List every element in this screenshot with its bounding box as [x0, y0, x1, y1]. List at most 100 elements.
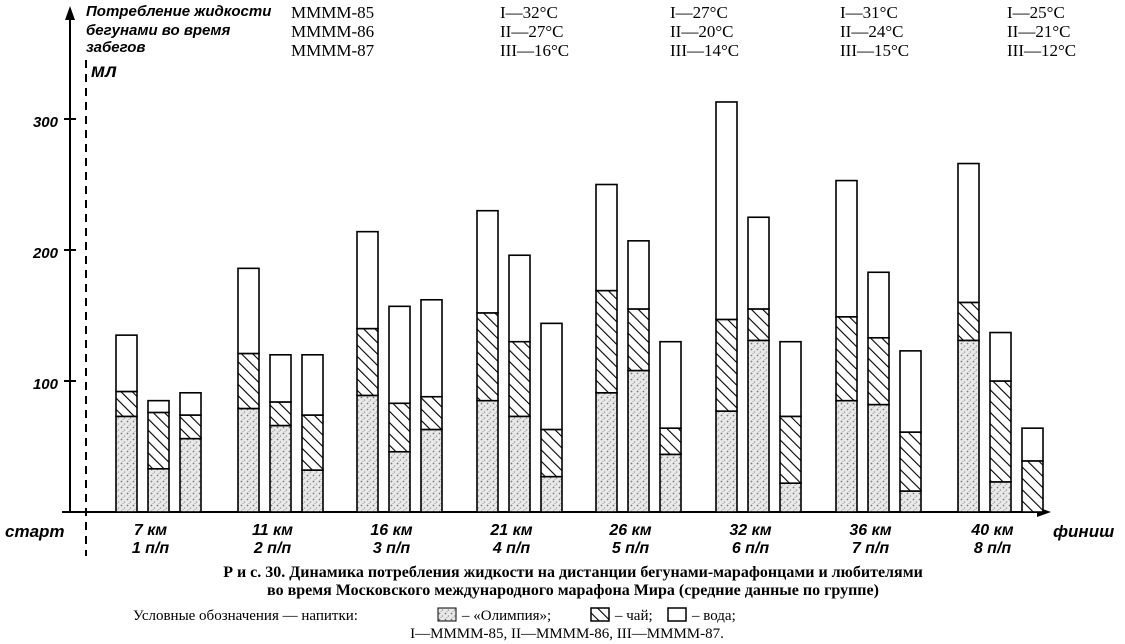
- bar-segment-olympia-point-7-race-3: [899, 490, 922, 513]
- bar-segment-tea-point-7-race-2: [867, 336, 890, 406]
- y-axis-arrow: [65, 6, 75, 20]
- bar-segment-tea-point-7-race-1: [835, 316, 858, 402]
- bar-segment-tea-point-1-race-1: [115, 390, 138, 418]
- bar-segment-tea-point-5-race-2: [627, 308, 650, 372]
- bar-segment-olympia-point-5-race-2: [627, 369, 650, 513]
- y-tick-label-200: 200: [32, 245, 59, 262]
- bar-segment-water-point-1-race-2: [147, 399, 170, 414]
- bar-segment-tea-point-2-race-1: [237, 352, 260, 410]
- temperature-label: II—20°C: [670, 22, 733, 41]
- bar-segment-olympia-point-4-race-1: [476, 399, 499, 513]
- bar-segment-tea-point-1-race-3: [179, 414, 202, 440]
- bar-segment-tea-point-8-race-1: [957, 301, 980, 342]
- y-axis-unit: мл: [91, 61, 117, 82]
- bar-segment-water-point-2-race-3: [301, 353, 324, 416]
- temperature-label: III—16°C: [500, 41, 569, 60]
- legend-olympia-label: – «Олимпия»;: [461, 608, 551, 624]
- bar-segment-water-point-8-race-2: [989, 331, 1012, 382]
- legend-prefix: Условные обозначения — напитки:: [133, 608, 358, 624]
- bar-segment-olympia-point-7-race-2: [867, 403, 890, 513]
- race-name-87: ММММ-87: [291, 41, 375, 60]
- category-point-label: 5 п/п: [612, 540, 650, 557]
- bar-segment-olympia-point-6-race-3: [779, 482, 802, 513]
- legend-swatch-water: [667, 607, 687, 622]
- bar-segment-tea-point-4-race-2: [508, 340, 531, 418]
- category-km-label: 32 км: [729, 522, 771, 539]
- bar-segment-olympia-point-1-race-3: [179, 437, 202, 513]
- bar-segment-tea-point-6-race-2: [747, 308, 770, 342]
- bar-segment-water-point-6-race-3: [779, 340, 802, 418]
- bar-segment-tea-point-2-race-3: [301, 414, 324, 471]
- bar-segment-tea-point-8-race-2: [989, 380, 1012, 483]
- bar-segment-water-point-5-race-3: [659, 340, 682, 429]
- bar-segment-olympia-point-3-race-3: [420, 428, 443, 513]
- race-name-85: ММММ-85: [291, 3, 374, 22]
- finish-label: финиш: [1053, 522, 1114, 541]
- bar-segment-water-point-4-race-2: [508, 254, 531, 343]
- category-point-label: 1 п/п: [132, 540, 170, 557]
- temperature-label: III—15°C: [840, 41, 909, 60]
- race-name-86: ММММ-86: [291, 22, 374, 41]
- temperature-label: I—25°C: [1007, 3, 1065, 22]
- bar-segment-water-point-6-race-2: [747, 216, 770, 310]
- bar-segment-olympia-point-8-race-2: [989, 481, 1012, 513]
- temperature-label: II—21°C: [1007, 22, 1070, 41]
- category-point-label: 3 п/п: [373, 540, 411, 557]
- bar-segment-water-point-8-race-3: [1021, 427, 1044, 462]
- figure-caption-line-2: во время Московского международного мара…: [267, 582, 879, 599]
- bar-segment-water-point-8-race-1: [957, 162, 980, 304]
- legend-swatch-olympia: [437, 607, 457, 622]
- temperature-label: I—31°C: [840, 3, 898, 22]
- category-point-label: 2 п/п: [253, 540, 292, 557]
- category-point-label: 4 п/п: [492, 540, 531, 557]
- bar-segment-olympia-point-3-race-2: [388, 450, 411, 513]
- legend-tea-label: – чай;: [614, 608, 653, 624]
- bar-segment-water-point-7-race-3: [899, 350, 922, 433]
- category-km-label: 36 км: [849, 522, 891, 539]
- legend-races-line: I—ММММ-85, II—ММММ-86, III—ММММ-87.: [410, 626, 724, 642]
- category-km-label: 16 км: [370, 522, 412, 539]
- temperature-label: III—12°C: [1007, 41, 1076, 60]
- bar-segment-water-point-5-race-1: [595, 183, 618, 292]
- temperature-label: II—27°C: [500, 22, 563, 41]
- bar-segment-tea-point-2-race-2: [269, 401, 292, 427]
- bar-segment-water-point-3-race-3: [420, 298, 443, 398]
- bar-segment-olympia-point-1-race-2: [147, 467, 170, 513]
- bar-segment-tea-point-6-race-3: [779, 415, 802, 484]
- temperature-label: II—24°C: [840, 22, 903, 41]
- legend-swatch-tea: [590, 607, 610, 622]
- bars-layer: [64, 101, 1044, 513]
- y-axis-title-line-3: забегов: [86, 39, 145, 56]
- bar-segment-water-point-6-race-1: [715, 101, 738, 321]
- category-km-label: 21 км: [489, 522, 532, 539]
- bar-segment-olympia-point-2-race-3: [301, 469, 324, 513]
- bar-segment-olympia-point-4-race-2: [508, 415, 531, 513]
- bar-segment-water-point-7-race-1: [835, 179, 858, 318]
- y-tick-label-300: 300: [33, 114, 59, 131]
- bar-segment-tea-point-5-race-3: [659, 427, 682, 456]
- bar-segment-tea-point-3-race-1: [356, 327, 379, 397]
- bar-segment-tea-point-7-race-3: [899, 431, 922, 492]
- bar-segment-olympia-point-8-race-1: [957, 339, 980, 513]
- bar-segment-water-point-4-race-1: [476, 209, 499, 314]
- y-axis-title-line-1: Потребление жидкости: [86, 3, 271, 20]
- figure-caption-line-1: Р и с. 30. Динамика потребления жидкости…: [223, 564, 923, 581]
- bar-segment-water-point-1-race-1: [115, 334, 138, 393]
- category-km-label: 11 км: [252, 522, 293, 539]
- bar-segment-olympia-point-1-race-1: [115, 415, 138, 513]
- bar-segment-tea-point-8-race-3: [1021, 460, 1044, 513]
- bar-segment-tea-point-3-race-3: [420, 395, 443, 431]
- bar-segment-water-point-7-race-2: [867, 271, 890, 339]
- category-labels-layer: 7 км1 п/п 11 км2 п/п 16 км3 п/п 21 км4 п/п 2…: [132, 522, 1014, 557]
- bar-segment-tea-point-3-race-2: [388, 402, 411, 453]
- category-point-label: 7 п/п: [852, 540, 890, 557]
- bar-segment-water-point-2-race-1: [237, 267, 260, 355]
- bar-segment-tea-point-1-race-2: [147, 411, 170, 470]
- y-axis-title-line-2: бегунами во время: [86, 22, 230, 39]
- bar-segment-water-point-3-race-2: [388, 305, 411, 405]
- temperature-label: I—27°C: [670, 3, 728, 22]
- bar-segment-water-point-2-race-2: [269, 353, 292, 403]
- bar-segment-tea-point-6-race-1: [715, 318, 738, 412]
- bar-segment-olympia-point-3-race-1: [356, 394, 379, 513]
